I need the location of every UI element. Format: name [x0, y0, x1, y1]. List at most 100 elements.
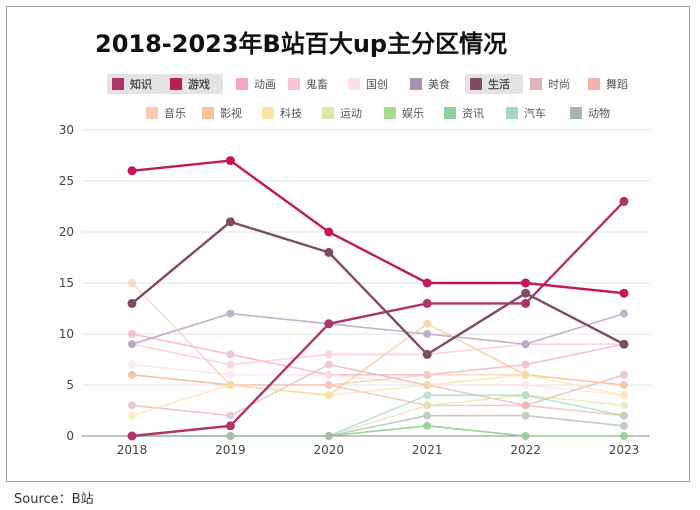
data-point	[226, 350, 235, 359]
data-point	[521, 340, 530, 349]
legend-label: 国创	[366, 78, 388, 91]
data-point	[127, 166, 137, 176]
data-point	[423, 411, 432, 420]
series-1	[127, 156, 629, 298]
legend-item: 知识	[107, 74, 165, 94]
legend-label: 汽车	[524, 106, 546, 120]
data-point	[128, 411, 136, 420]
data-point	[620, 432, 628, 440]
legend-item: 时尚	[530, 77, 570, 91]
series-line	[131, 159, 625, 295]
x-tick-label: 2020	[314, 443, 345, 457]
legend-label: 动物	[588, 106, 610, 120]
data-point	[324, 227, 334, 237]
data-point	[620, 391, 628, 400]
legend-label: 舞蹈	[606, 78, 628, 91]
y-tick-label: 15	[59, 276, 74, 290]
data-point	[324, 391, 333, 400]
data-point	[620, 370, 628, 379]
series-0	[127, 196, 629, 441]
legend-item: 游戏	[165, 74, 223, 94]
legend-label: 资讯	[462, 107, 484, 120]
x-tick-label: 2023	[609, 443, 640, 457]
data-point	[226, 381, 235, 389]
data-point	[324, 381, 333, 389]
chart-title: 2018-2023年B站百大up主分区情况	[95, 30, 508, 58]
legend-item: 国创	[348, 78, 388, 91]
legend-item: 美食	[410, 77, 450, 91]
data-point	[226, 370, 235, 379]
legend-item: 舞蹈	[588, 78, 628, 91]
data-point	[324, 360, 333, 369]
data-point	[521, 360, 530, 369]
series-line	[131, 343, 624, 366]
x-tick-label: 2018	[117, 443, 148, 457]
legend-swatch	[170, 78, 182, 90]
legend-swatch	[384, 107, 396, 119]
data-point	[521, 298, 531, 308]
data-point	[226, 309, 235, 318]
series-line	[131, 374, 625, 417]
data-point	[127, 431, 137, 441]
legend-item: 生活	[465, 74, 523, 94]
data-point	[620, 411, 628, 420]
data-point	[521, 411, 530, 420]
legend-label: 美食	[428, 77, 450, 91]
data-point	[521, 432, 530, 440]
data-point	[128, 360, 136, 369]
legend-swatch	[236, 78, 248, 90]
legend-label: 影视	[220, 106, 242, 120]
data-point	[128, 340, 136, 349]
y-tick-label: 25	[59, 174, 74, 188]
series-14	[128, 421, 628, 440]
data-point	[128, 401, 136, 410]
series-6	[127, 217, 629, 359]
legend-item: 动画	[236, 78, 276, 91]
data-point	[127, 298, 137, 308]
legend-swatch	[146, 107, 158, 119]
series-5	[128, 309, 628, 349]
legend-label: 动画	[254, 78, 276, 91]
legend-item: 鬼畜	[288, 77, 328, 91]
data-point	[423, 401, 432, 410]
legend-swatch	[322, 107, 334, 119]
data-point	[620, 421, 628, 430]
legend-item: 音乐	[146, 106, 186, 120]
series-line	[131, 322, 625, 397]
data-point	[423, 330, 432, 338]
data-point	[423, 370, 432, 379]
data-point	[324, 319, 334, 329]
legend-swatch	[112, 78, 124, 90]
legend-item: 动物	[570, 106, 610, 120]
data-point	[620, 381, 628, 389]
data-point	[619, 339, 629, 349]
legend-label: 游戏	[188, 77, 210, 91]
data-point	[225, 217, 235, 227]
legend-item: 运动	[322, 107, 362, 120]
data-point	[521, 381, 530, 389]
legend-label: 科技	[280, 106, 302, 120]
data-point	[423, 319, 432, 328]
legend-swatch	[570, 107, 582, 119]
data-point	[521, 278, 531, 288]
data-point	[423, 391, 432, 400]
data-point	[128, 279, 136, 287]
legend-swatch	[410, 78, 422, 90]
legend-swatch	[288, 78, 300, 90]
data-point	[521, 391, 530, 400]
data-point	[619, 196, 629, 206]
data-point	[324, 350, 333, 359]
series-line	[131, 312, 625, 346]
series-line	[131, 373, 625, 417]
legend-item: 汽车	[506, 106, 546, 120]
legend-label: 时尚	[548, 77, 570, 91]
legend-swatch	[588, 78, 600, 90]
legend-label: 娱乐	[402, 106, 424, 120]
source-note: Source：B站	[14, 492, 94, 507]
y-tick-label: 5	[66, 378, 74, 392]
legend-item: 科技	[262, 106, 302, 120]
data-point	[226, 411, 235, 420]
line-chart: 0 5 10 15 20 25 30 2018 2019 2020 2021 2022 2023 知识 游戏…	[59, 74, 650, 457]
data-point	[324, 247, 334, 257]
data-point	[521, 370, 530, 379]
